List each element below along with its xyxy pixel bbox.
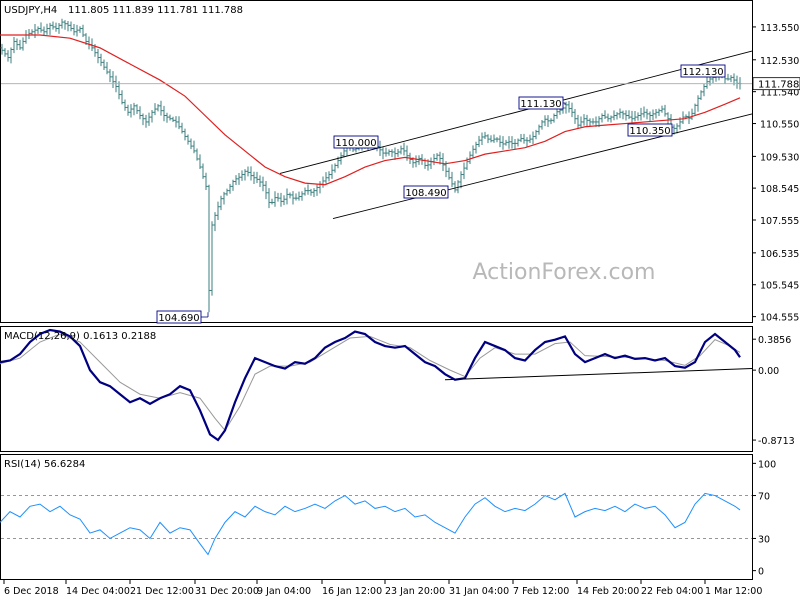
rsi-y-tick-label: 0 bbox=[758, 567, 764, 578]
annotation-box bbox=[680, 64, 726, 78]
annotation-box bbox=[627, 123, 673, 137]
moving-average bbox=[0, 34, 741, 186]
price-pane bbox=[0, 0, 753, 323]
macd-title: MACD(12,26,9) 0.1613 0.2188 bbox=[4, 331, 156, 342]
annotation-label: 112.130 bbox=[682, 67, 723, 78]
rsi-line bbox=[0, 492, 741, 556]
price-y-axis: 113.550 112.530 111.540 110.550 109.530 108.5… bbox=[752, 23, 799, 324]
annotation-label: 111.130 bbox=[520, 99, 561, 110]
rsi-title: RSI(14) 56.6284 bbox=[4, 459, 85, 470]
price-y-tick-label: 113.550 bbox=[760, 23, 799, 34]
x-tick-label: 31 Jan 04:00 bbox=[449, 586, 509, 597]
rsi-y-axis: 100 70 30 0 bbox=[752, 459, 776, 578]
rsi-y-tick-label: 30 bbox=[758, 534, 770, 545]
watermark: ActionForex.com bbox=[473, 260, 656, 285]
rsi-y-tick-label: 100 bbox=[758, 459, 776, 470]
rsi-lines bbox=[0, 492, 752, 556]
x-tick-label: 23 Jan 20:00 bbox=[385, 586, 445, 597]
price-y-tick-label: 107.555 bbox=[760, 216, 799, 227]
annotation-label: 108.490 bbox=[405, 188, 446, 199]
annotation-label: 104.690 bbox=[158, 313, 199, 324]
x-tick-label: 1 Mar 12:00 bbox=[705, 586, 762, 597]
macd-y-tick-label: 0.00 bbox=[758, 366, 779, 377]
price-title: USDJPY,H4 bbox=[4, 5, 57, 16]
macd-pane bbox=[0, 326, 753, 452]
x-tick-label: 6 Dec 2018 bbox=[4, 586, 59, 597]
annotation-box bbox=[403, 185, 449, 199]
price-y-tick-label: 106.535 bbox=[760, 249, 799, 260]
macd-lines bbox=[0, 328, 753, 442]
macd-y-tick-label: -0.8713 bbox=[758, 436, 795, 447]
macd-line bbox=[0, 328, 741, 442]
price-y-tick-label: 104.555 bbox=[760, 313, 799, 324]
x-tick-label: 31 Dec 20:00 bbox=[195, 586, 259, 597]
macd-y-tick-label: 0.3856 bbox=[758, 335, 791, 346]
annotation-label: 110.000 bbox=[335, 138, 376, 149]
trend-channel bbox=[279, 50, 753, 219]
rsi-pane bbox=[0, 454, 753, 580]
price-y-tick-label: 110.550 bbox=[760, 120, 799, 131]
macd-y-axis: 0.3856 0.00 -0.8713 bbox=[752, 335, 795, 447]
price-ohlc: 111.805 111.839 111.781 111.788 bbox=[68, 5, 243, 16]
annotation-box bbox=[518, 96, 564, 110]
x-tick-label: 9 Jan 04:00 bbox=[257, 586, 311, 597]
x-tick-label: 22 Feb 04:00 bbox=[641, 586, 703, 597]
x-axis: 6 Dec 2018 14 Dec 04:00 21 Dec 12:00 31 Dec… bbox=[3, 580, 762, 597]
last-price-box: 111.788 bbox=[752, 77, 800, 91]
annotation-label: 110.350 bbox=[629, 126, 670, 137]
channel-upper bbox=[279, 50, 753, 174]
x-tick-label: 14 Feb 20:00 bbox=[577, 586, 639, 597]
price-y-tick-label: 111.540 bbox=[760, 88, 799, 99]
macd-trendline bbox=[444, 368, 753, 381]
ma-line bbox=[0, 34, 741, 186]
annotation-box bbox=[156, 310, 202, 324]
price-y-tick-label: 109.530 bbox=[760, 152, 799, 163]
price-annotations: 104.690 110.000 108.490 111.130 110.350 112.1… bbox=[156, 64, 726, 324]
price-y-tick-label: 105.545 bbox=[760, 281, 799, 292]
x-tick-label: 21 Dec 12:00 bbox=[130, 586, 194, 597]
channel-lower bbox=[332, 113, 753, 219]
rsi-y-tick-label: 70 bbox=[758, 492, 770, 503]
last-price-label: 111.788 bbox=[758, 80, 799, 91]
price-y-tick-label: 112.530 bbox=[760, 56, 799, 67]
x-tick-label: 16 Jan 12:00 bbox=[322, 586, 382, 597]
x-tick-label: 7 Feb 12:00 bbox=[513, 586, 569, 597]
annotation-box bbox=[333, 135, 379, 149]
x-tick-label: 14 Dec 04:00 bbox=[66, 586, 130, 597]
price-y-tick-label: 108.545 bbox=[760, 184, 799, 195]
